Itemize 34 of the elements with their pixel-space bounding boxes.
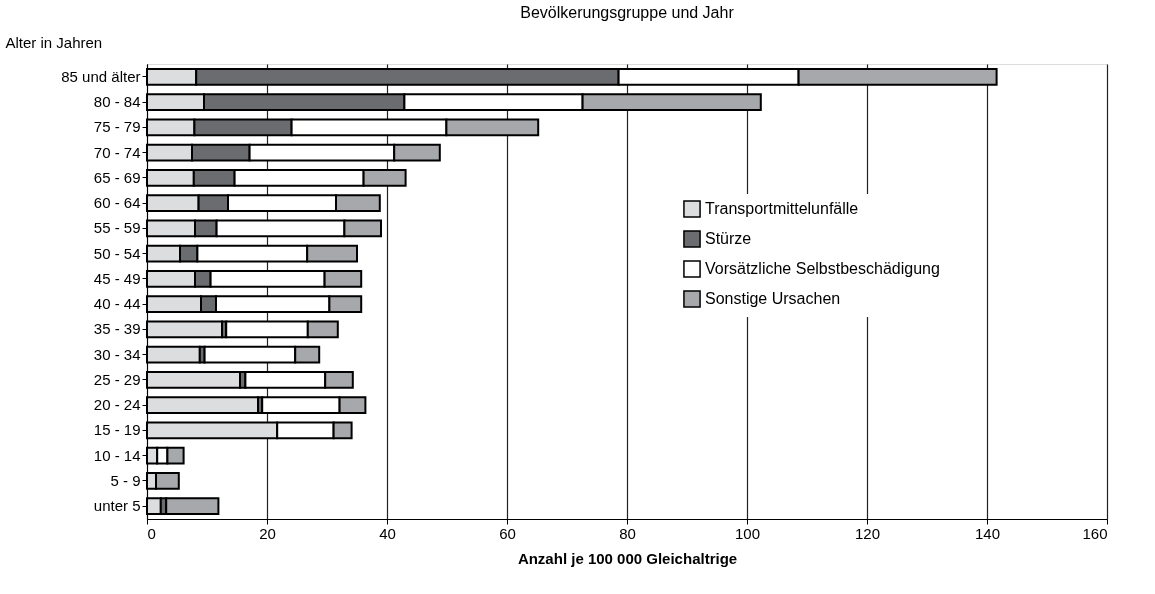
legend-label: Vorsätzliche Selbstbeschädigung bbox=[705, 260, 940, 277]
y-tick-label: unter 5 bbox=[93, 497, 141, 515]
legend-label: Transportmittelunfälle bbox=[705, 200, 859, 217]
legend-label: Sonstige Ursachen bbox=[705, 290, 841, 307]
x-tick-label: 0 bbox=[147, 524, 156, 542]
x-tick-label: 60 bbox=[499, 524, 516, 542]
y-tick-label: 45 - 49 bbox=[93, 269, 141, 287]
legend-label: Stürze bbox=[705, 230, 752, 247]
y-tick-label: 70 - 74 bbox=[93, 143, 141, 161]
x-tick-label: 160 bbox=[1082, 524, 1108, 542]
y-tick-label: 25 - 29 bbox=[93, 370, 141, 388]
y-axis-title: Alter in Jahren bbox=[5, 33, 103, 51]
y-tick-label: 60 - 64 bbox=[93, 194, 141, 212]
y-tick-label: 50 - 54 bbox=[93, 244, 141, 262]
y-tick-label: 30 - 34 bbox=[93, 345, 141, 363]
chart-title: Bevölkerungsgruppe und Jahr bbox=[520, 4, 735, 21]
y-tick-label: 10 - 14 bbox=[93, 446, 141, 464]
y-tick-label: 65 - 69 bbox=[93, 168, 141, 186]
x-tick-label: 80 bbox=[619, 524, 636, 542]
y-tick-label: 15 - 19 bbox=[93, 421, 141, 439]
x-tick-label: 140 bbox=[974, 524, 1001, 542]
x-tick-label: 120 bbox=[854, 524, 881, 542]
y-tick-label: 80 - 84 bbox=[93, 93, 141, 111]
y-tick-label: 5 - 9 bbox=[110, 471, 141, 489]
y-tick-label: 55 - 59 bbox=[93, 219, 141, 237]
y-tick-label: 35 - 39 bbox=[93, 320, 141, 338]
y-tick-label: 75 - 79 bbox=[93, 118, 141, 136]
x-axis-title: Anzahl je 100 000 Gleichaltrige bbox=[517, 549, 738, 567]
x-tick-label: 100 bbox=[734, 524, 761, 542]
y-tick-label: 85 und älter bbox=[61, 67, 141, 85]
x-tick-label: 20 bbox=[259, 524, 276, 542]
y-tick-label: 40 - 44 bbox=[93, 295, 141, 313]
y-tick-label: 20 - 24 bbox=[93, 396, 141, 414]
x-tick-label: 40 bbox=[379, 524, 396, 542]
